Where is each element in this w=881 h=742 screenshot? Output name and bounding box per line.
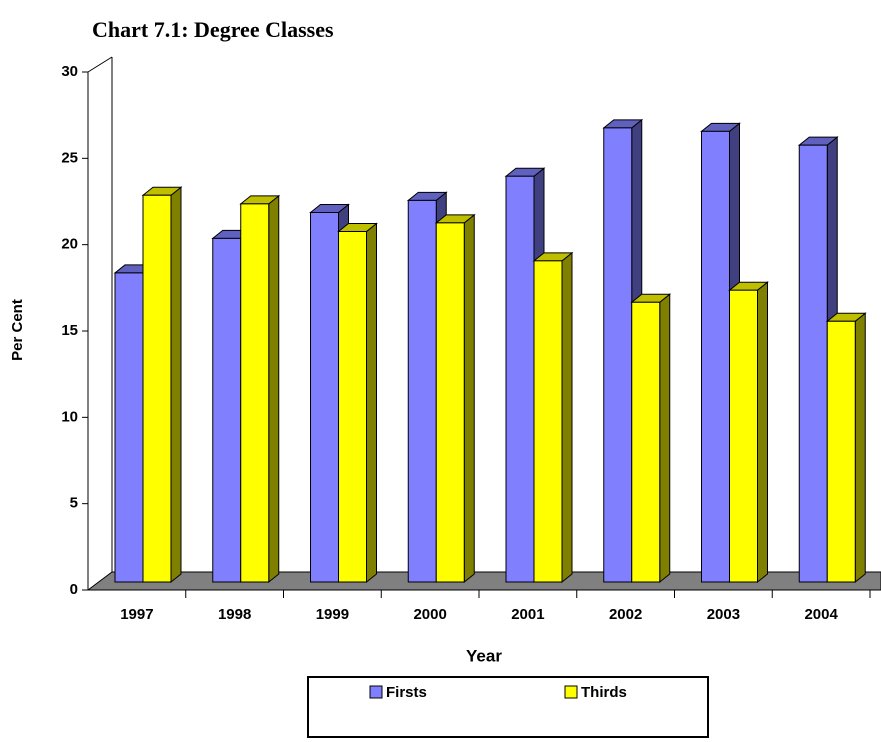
bar xyxy=(728,281,769,584)
bar-side xyxy=(659,293,671,584)
x-tick-label: 1998 xyxy=(218,606,251,623)
wall-corner xyxy=(87,56,113,73)
bar xyxy=(337,222,378,584)
bar-front xyxy=(505,175,535,583)
legend-box xyxy=(307,676,709,738)
bar-side xyxy=(463,213,475,584)
bar-front xyxy=(798,144,828,583)
legend-swatch xyxy=(369,685,383,699)
bar-side xyxy=(170,186,182,584)
x-tick-label: 2002 xyxy=(609,606,642,623)
y-axis-label: Per Cent xyxy=(9,299,26,361)
bar-front xyxy=(310,211,339,583)
x-tick-label: 1999 xyxy=(316,606,349,623)
y-tick-label: 10 xyxy=(61,408,78,425)
x-tick-label: 2001 xyxy=(511,606,544,623)
bar-front xyxy=(729,289,758,583)
bar-front xyxy=(533,260,563,583)
bar-front xyxy=(142,194,172,583)
bar-front xyxy=(701,130,730,583)
x-axis-label: Year xyxy=(466,646,502,665)
y-tick-label: 20 xyxy=(61,236,78,253)
bar xyxy=(825,312,867,584)
bar-front xyxy=(631,301,661,583)
y-tick-label: 30 xyxy=(61,63,78,80)
y-tick-label: 0 xyxy=(70,581,78,598)
bar-front xyxy=(338,230,367,583)
legend-label: Thirds xyxy=(581,684,627,701)
bar-side xyxy=(561,251,573,584)
chart-title: Chart 7.1: Degree Classes xyxy=(92,17,334,42)
bar xyxy=(630,293,672,584)
bar xyxy=(532,251,574,584)
x-tick-label: 2000 xyxy=(413,606,446,623)
y-tick-label: 15 xyxy=(61,322,78,339)
bar-front xyxy=(407,199,437,583)
bar-front xyxy=(240,203,270,583)
legend-swatch xyxy=(564,685,578,699)
bar-front xyxy=(435,222,465,583)
x-tick-label: 2004 xyxy=(804,606,838,623)
y-tick-label: 25 xyxy=(61,149,78,166)
bar-front xyxy=(212,237,242,583)
bar-front xyxy=(826,320,856,583)
x-tick-label: 1997 xyxy=(120,606,153,623)
y-tick-label: 5 xyxy=(70,495,78,512)
x-tick-label: 2003 xyxy=(707,606,740,623)
legend-label: Firsts xyxy=(386,684,427,701)
bar xyxy=(239,194,281,584)
bar-side xyxy=(268,194,280,584)
bar xyxy=(141,186,183,584)
bar-side xyxy=(757,281,768,584)
bar-front xyxy=(603,127,633,583)
bar-side xyxy=(854,312,866,584)
bar-side xyxy=(366,222,377,584)
bar-front xyxy=(114,272,144,583)
bar xyxy=(434,213,476,584)
